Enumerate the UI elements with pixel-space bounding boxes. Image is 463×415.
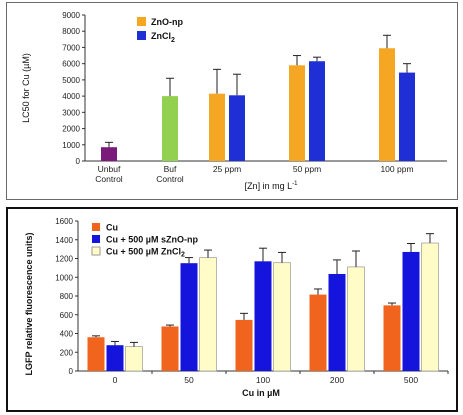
y-tick-label: 1400: [55, 236, 73, 245]
legend-label: Cu + 500 µM sZnO-np: [106, 235, 198, 245]
bar-cu-500-m-zncl: [347, 266, 365, 372]
bar-cu: [383, 305, 401, 371]
y-tick-label: 400: [60, 330, 74, 339]
bar-cu-500-m-szno-np: [402, 251, 420, 371]
x-axis-title: Cu in µM: [242, 388, 280, 398]
bar-cu-500-m-szno-np: [254, 261, 272, 371]
bar-zncl2: [309, 61, 325, 161]
y-tick-label: 7000: [62, 43, 80, 52]
x-category-label: 500: [404, 375, 418, 385]
y-tick-label: 1000: [55, 273, 73, 282]
bar-cu: [309, 294, 327, 371]
x-category-label: Control: [95, 174, 123, 184]
y-axis-title: LC50 for Cu (µM): [21, 53, 31, 123]
x-category-label: 50: [184, 375, 194, 385]
bar-cu-500-m-szno-np: [106, 345, 124, 371]
legend-label: ZnO-np: [151, 17, 183, 27]
y-tick-label: 0: [76, 157, 81, 166]
bar-cu-500-m-szno-np: [328, 273, 346, 371]
bar-cu-500-m-zncl: [199, 257, 217, 372]
legend-swatch: [91, 246, 101, 256]
bar-cu-500-m-zncl: [421, 242, 439, 372]
bar-zno-np: [209, 93, 225, 161]
x-axis-title: [Zn] in mg L-1: [245, 181, 299, 191]
y-tick-label: 8000: [62, 27, 80, 36]
bar-zncl2: [229, 95, 245, 161]
bar-buf-control: [162, 96, 178, 161]
bar-cu: [235, 319, 253, 371]
chart-panel-lc50: 0 1000 2000 3000 4000 5000 6000 7000 8000 9000 LC5…: [6, 2, 458, 200]
bar-cu-500-m-zncl: [273, 262, 291, 372]
bar-unbuf-control: [101, 147, 117, 161]
x-category-label: 100 ppm: [380, 164, 413, 174]
x-category-label: 25 ppm: [213, 164, 241, 174]
y-tick-label: 4000: [62, 92, 80, 101]
legend-label: Cu + 500 µM ZnCl2: [106, 247, 185, 259]
y-tick-label: 0: [69, 367, 74, 376]
bar-cu: [87, 337, 105, 371]
bar-cu-500-m-szno-np: [180, 263, 198, 371]
legend-swatch: [137, 17, 146, 26]
y-tick-label: 1600: [55, 217, 73, 226]
legend-swatch: [92, 235, 100, 243]
legend-label: Cu: [106, 223, 118, 233]
y-tick-label: 600: [60, 311, 74, 320]
bar-zncl2: [399, 72, 415, 161]
bar-zno-np: [379, 48, 395, 161]
bar-cu: [161, 326, 179, 371]
y-tick-label: 2000: [62, 125, 80, 134]
x-category-label: 0: [113, 375, 118, 385]
legend-label: ZnCl2: [151, 31, 175, 44]
y-tick-label: 5000: [62, 76, 80, 85]
x-category-label: 200: [330, 375, 344, 385]
y-tick-label: 6000: [62, 60, 80, 69]
x-category-label: 100: [256, 375, 270, 385]
y-tick-label: 9000: [62, 11, 80, 20]
y-axis-title: LGFP relative fluorescence units): [24, 233, 34, 376]
y-tick-label: 1000: [62, 141, 80, 150]
x-category-label: Unbuf: [98, 164, 121, 174]
x-category-label: Control: [156, 174, 184, 184]
y-tick-label: 3000: [62, 108, 80, 117]
legend-swatch: [92, 223, 100, 231]
bar-zno-np: [289, 65, 305, 161]
x-category-label: Buf: [164, 164, 177, 174]
chart-panel-lgfp: 0 200 400 600 800 1000 1200 1400 1600 LGFP relati…: [6, 207, 458, 412]
x-category-label: 50 ppm: [293, 164, 321, 174]
bar-cu-500-m-zncl: [125, 346, 143, 372]
y-tick-label: 1200: [55, 255, 73, 264]
chart-lc50-svg: 0 1000 2000 3000 4000 5000 6000 7000 8000 9000 LC5…: [21, 11, 447, 191]
y-tick-label: 200: [60, 348, 74, 357]
y-tick-label: 800: [60, 292, 74, 301]
legend-swatch: [137, 31, 146, 40]
